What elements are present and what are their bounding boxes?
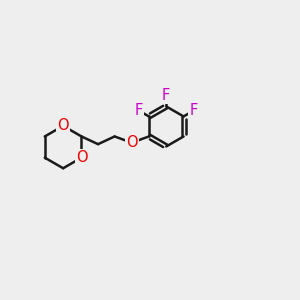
Text: O: O (126, 135, 138, 150)
Text: F: F (135, 103, 143, 118)
Text: F: F (162, 88, 170, 103)
Text: F: F (189, 103, 197, 118)
Text: O: O (76, 150, 87, 165)
Text: O: O (57, 118, 69, 134)
